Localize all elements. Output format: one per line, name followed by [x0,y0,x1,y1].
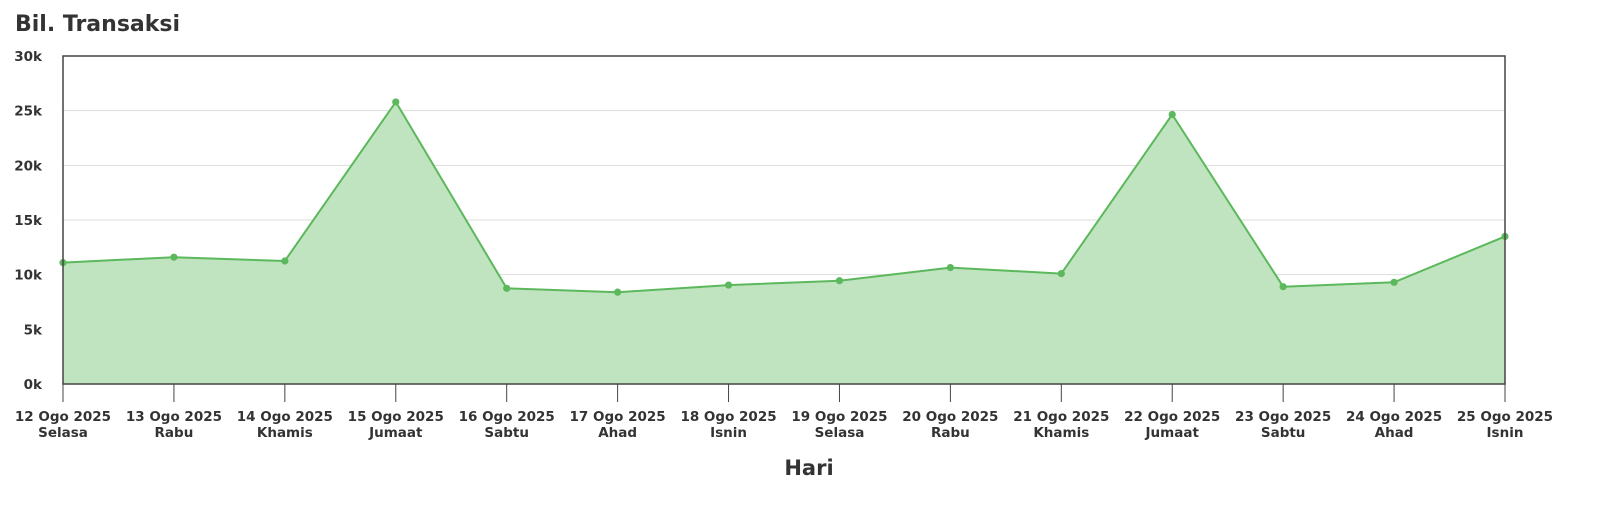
data-point [835,277,844,285]
x-tick-label-date: 19 Ogo 2025 [791,409,887,425]
x-tick-label-day: Jumaat [368,425,423,441]
data-point [1390,278,1398,286]
y-tick-label: 0k [24,377,43,393]
y-tick-label: 30k [14,49,43,65]
x-tick-label-date: 24 Ogo 2025 [1346,409,1442,425]
y-tick-label: 20k [14,158,43,174]
x-tick-label-day: Ahad [598,425,637,441]
data-point [614,288,622,296]
x-tick-label-date: 15 Ogo 2025 [348,409,444,425]
x-tick-label-date: 12 Ogo 2025 [15,409,111,425]
x-tick-label-date: 22 Ogo 2025 [1124,409,1220,425]
data-point [392,98,400,106]
x-tick-label-day: Selasa [38,425,88,441]
y-tick-label: 10k [14,268,43,284]
x-tick-label-date: 13 Ogo 2025 [126,409,222,425]
data-point [1057,269,1065,278]
y-tick-label: 15k [14,213,43,229]
x-tick-label-day: Ahad [1375,425,1414,441]
y-tick-label: 5k [24,322,43,338]
x-tick-label-date: 17 Ogo 2025 [570,409,666,425]
data-point [503,284,511,292]
x-tick-label-day: Khamis [257,425,313,441]
plot-frame [62,55,1506,385]
data-point [724,281,733,289]
x-tick-label-day: Khamis [1033,425,1089,441]
x-tick-label-day: Rabu [931,425,970,441]
data-point [1279,283,1287,291]
x-tick-label-date: 23 Ogo 2025 [1235,409,1331,425]
data-point [1168,110,1176,119]
x-tick-label-day: Selasa [815,425,865,441]
x-tick-label-day: Sabtu [1261,425,1306,441]
y-axis-ticks: 0k 5k 10k 15k 20k 25k 30k [14,49,43,393]
x-tick-label-date: 25 Ogo 2025 [1457,409,1553,425]
x-tick-label-date: 14 Ogo 2025 [237,409,333,425]
data-points [59,98,1509,296]
y-tick-label: 25k [14,104,43,120]
x-tick-label-day: Rabu [155,425,194,441]
chart-title: Bil. Transaksi [15,12,181,37]
data-point [946,263,954,272]
data-point [170,253,178,261]
series-line [62,100,1506,294]
data-point [281,257,289,265]
x-tick-label-day: Sabtu [484,425,529,441]
x-tick-label-day: Isnin [1487,425,1524,441]
x-tick-label-day: Jumaat [1145,425,1200,441]
x-tick-label-day: Isnin [710,425,747,441]
x-tick-label-date: 21 Ogo 2025 [1013,409,1109,425]
x-tick-label-date: 18 Ogo 2025 [680,409,776,425]
x-tick-label-date: 20 Ogo 2025 [902,409,998,425]
x-tick-label-date: 16 Ogo 2025 [459,409,555,425]
x-axis-title: Hari [784,456,833,480]
area-fill [63,101,1505,385]
